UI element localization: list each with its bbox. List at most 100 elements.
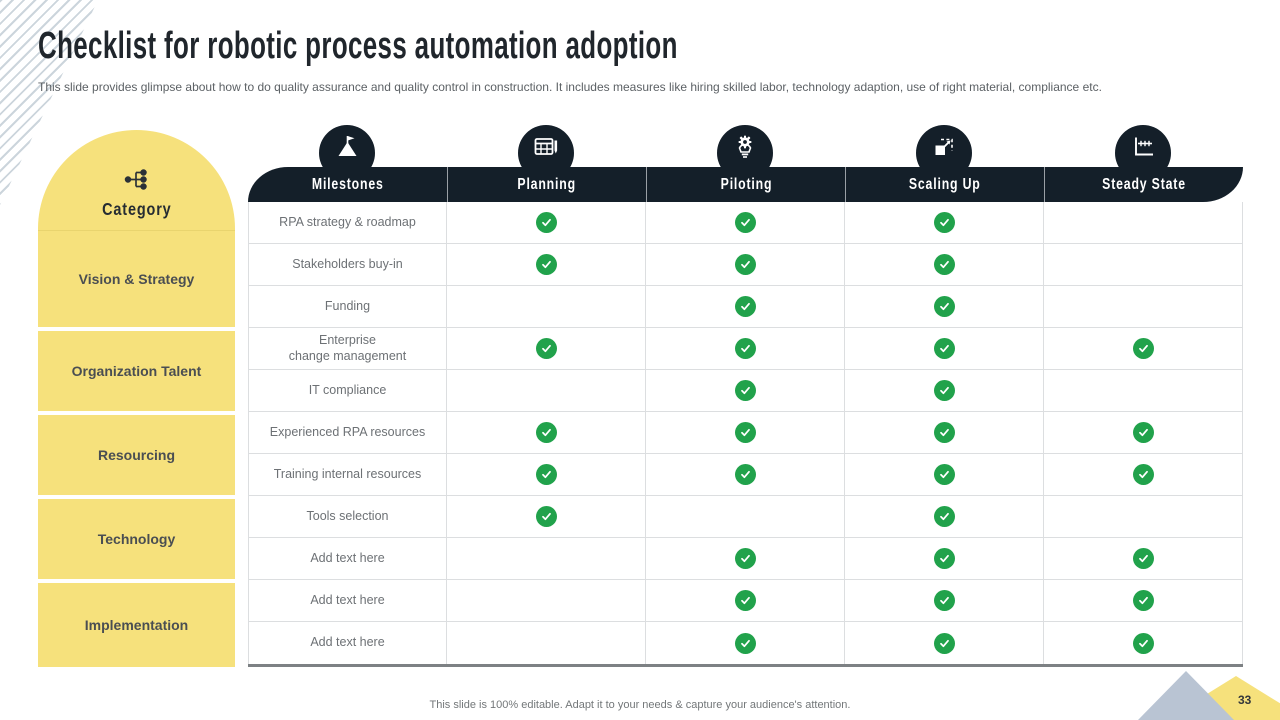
empty-cell [646,496,845,537]
table-body: RPA strategy & roadmap Stakeholders buy-i… [248,202,1243,667]
green-check-icon [734,464,756,485]
green-check-icon [933,506,955,527]
green-check-icon [734,338,756,359]
green-check-icon [933,548,955,569]
green-check-icon [933,296,955,317]
check-cell [845,496,1044,537]
table-row: Tools selection [248,496,1243,538]
table-row: Stakeholders buy-in [248,244,1243,286]
green-check-icon [933,464,955,485]
green-check-icon [933,590,955,611]
table-row: Experienced RPA resources [248,412,1243,454]
check-cell [646,202,845,243]
check-cell [447,202,646,243]
check-cell [646,244,845,285]
milestone-cell: Stakeholders buy-in [248,244,447,285]
check-cell [845,412,1044,453]
check-cell [845,202,1044,243]
check-cell [845,370,1044,411]
empty-cell [1044,244,1243,285]
empty-cell [1044,370,1243,411]
check-cell [646,454,845,495]
hierarchy-icon [123,168,151,196]
empty-cell [447,538,646,579]
check-cell [646,580,845,621]
green-check-icon [933,338,955,359]
check-cell [1044,622,1243,664]
green-check-icon [1132,464,1154,485]
table-row: Enterprise change management [248,328,1243,370]
green-check-icon [734,422,756,443]
green-check-icon [535,254,557,275]
check-cell [646,412,845,453]
green-check-icon [535,464,557,485]
table-row: Add text here [248,622,1243,664]
green-check-icon [1132,338,1154,359]
check-cell [1044,412,1243,453]
check-cell [1044,538,1243,579]
check-cell [646,286,845,327]
check-cell [845,286,1044,327]
green-check-icon [734,548,756,569]
green-check-icon [734,590,756,611]
check-cell [646,538,845,579]
sidebar-item-implementation: Implementation [38,583,235,667]
table-row: IT compliance [248,370,1243,412]
column-header-steady-state: Steady State [1044,167,1243,202]
milestone-cell: Tools selection [248,496,447,537]
empty-cell [1044,202,1243,243]
green-check-icon [933,380,955,401]
check-cell [845,244,1044,285]
green-check-icon [933,212,955,233]
check-cell [646,622,845,664]
category-label: Category [101,199,172,220]
empty-cell [447,622,646,664]
milestone-placeholder-cell[interactable]: Add text here [248,580,447,621]
check-cell [1044,454,1243,495]
green-check-icon [734,296,756,317]
column-header-milestones: Milestones [311,175,384,194]
column-header-planning: Planning [447,167,646,202]
green-check-icon [1132,548,1154,569]
check-cell [845,538,1044,579]
green-check-icon [734,632,756,654]
green-check-icon [734,212,756,233]
category-sidebar: Category Vision & Strategy Organization … [38,130,235,667]
green-check-icon [535,338,557,359]
check-cell [447,328,646,369]
milestone-cell: Enterprise change management [248,328,447,369]
empty-cell [1044,496,1243,537]
green-check-icon [535,422,557,443]
sidebar-item-resourcing: Resourcing [38,415,235,495]
check-cell [447,244,646,285]
green-check-icon [1132,632,1154,654]
green-check-icon [734,380,756,401]
check-cell [845,328,1044,369]
milestone-placeholder-cell[interactable]: Add text here [248,538,447,579]
check-cell [845,454,1044,495]
milestone-cell: IT compliance [248,370,447,411]
check-cell [447,454,646,495]
column-header-piloting: Piloting [646,167,845,202]
page-title: Checklist for robotic process automation… [38,24,678,67]
check-cell [646,370,845,411]
green-check-icon [1132,422,1154,443]
check-cell [447,412,646,453]
check-cell [845,622,1044,664]
page-number: 33 [1238,693,1252,707]
green-check-icon [933,422,955,443]
check-cell [845,580,1044,621]
check-cell [1044,580,1243,621]
table-row: RPA strategy & roadmap [248,202,1243,244]
milestone-placeholder-cell[interactable]: Add text here [248,622,447,664]
empty-cell [1044,286,1243,327]
category-header: Category [38,130,235,231]
milestone-cell: Experienced RPA resources [248,412,447,453]
empty-cell [447,370,646,411]
green-check-icon [1132,590,1154,611]
sidebar-item-technology: Technology [38,499,235,579]
table-row: Add text here [248,580,1243,622]
milestone-cell: Training internal resources [248,454,447,495]
green-check-icon [933,632,955,654]
